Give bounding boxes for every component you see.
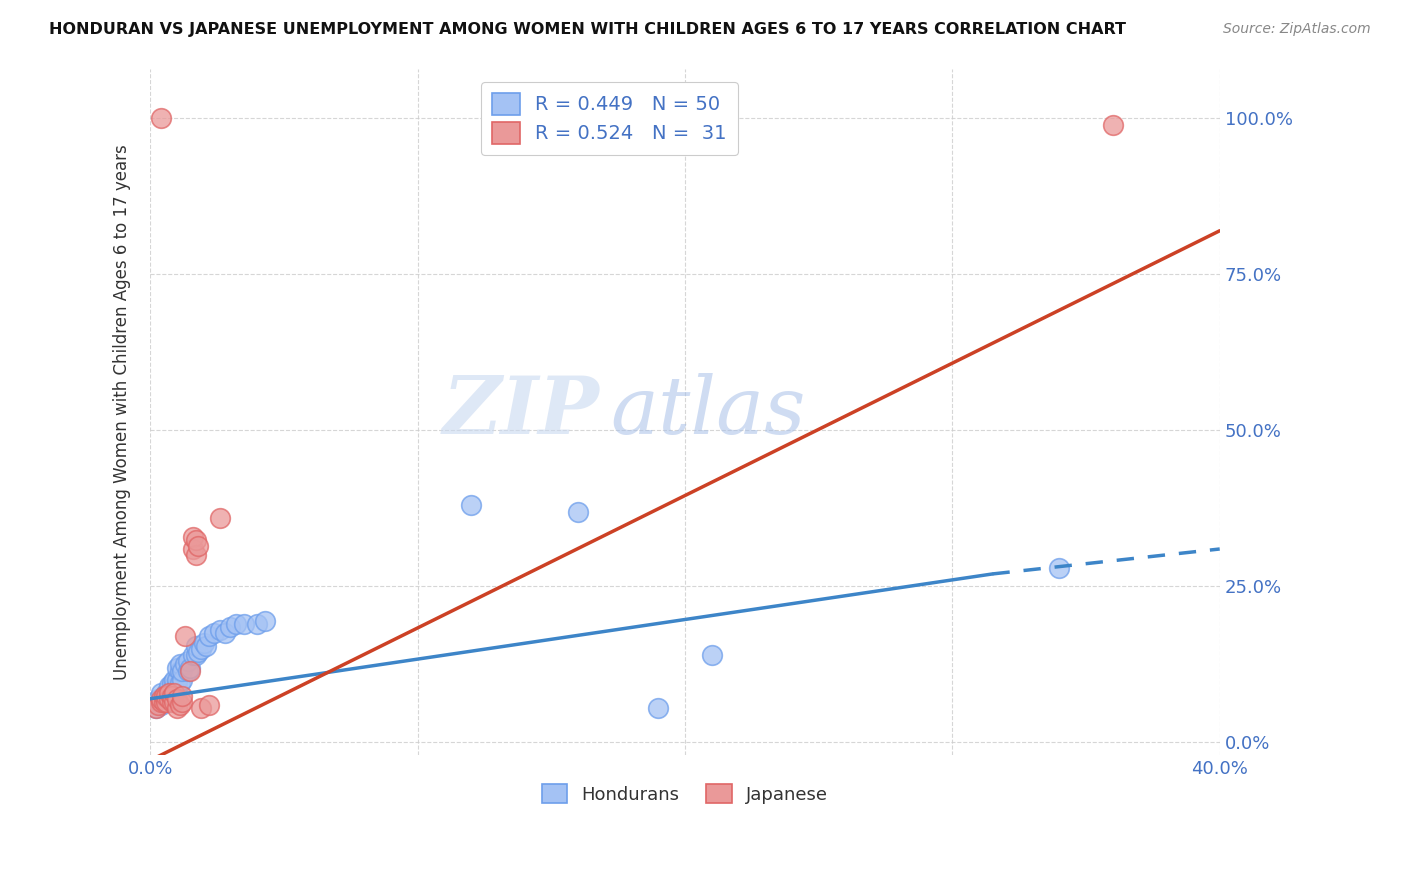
Point: [198, 698, 221, 712]
Point: [145, 701, 167, 715]
Point: [169, 657, 191, 672]
Point: [157, 691, 180, 706]
Point: [166, 660, 188, 674]
Point: [174, 629, 197, 643]
Point: [179, 660, 201, 674]
Point: [149, 695, 172, 709]
Point: [190, 701, 212, 715]
Point: [169, 664, 191, 678]
Point: [169, 698, 191, 712]
Point: [174, 657, 197, 672]
Point: [163, 685, 186, 699]
Point: [184, 533, 207, 547]
Point: [1101, 118, 1123, 132]
Point: [160, 695, 183, 709]
Point: [155, 691, 177, 706]
Point: [232, 616, 254, 631]
Point: [152, 689, 174, 703]
Point: [160, 676, 183, 690]
Point: [181, 541, 204, 556]
Point: [214, 626, 236, 640]
Text: HONDURAN VS JAPANESE UNEMPLOYMENT AMONG WOMEN WITH CHILDREN AGES 6 TO 17 YEARS C: HONDURAN VS JAPANESE UNEMPLOYMENT AMONG …: [49, 22, 1126, 37]
Point: [208, 623, 231, 637]
Point: [184, 548, 207, 562]
Point: [219, 620, 242, 634]
Point: [193, 635, 215, 649]
Point: [202, 626, 225, 640]
Point: [148, 691, 170, 706]
Point: [172, 673, 194, 687]
Point: [149, 685, 172, 699]
Point: [181, 648, 204, 662]
Point: [152, 689, 174, 703]
Point: [163, 673, 186, 687]
Point: [166, 673, 188, 687]
Point: [179, 664, 201, 678]
Point: [169, 676, 191, 690]
Point: [225, 616, 247, 631]
Point: [163, 682, 186, 697]
Point: [152, 695, 174, 709]
Point: [160, 685, 183, 699]
Point: [157, 695, 180, 709]
Text: ZIP: ZIP: [443, 373, 599, 450]
Point: [166, 701, 188, 715]
Point: [176, 654, 198, 668]
Point: [152, 695, 174, 709]
Point: [181, 529, 204, 543]
Point: [187, 539, 209, 553]
Point: [1047, 560, 1070, 574]
Point: [700, 648, 723, 662]
Point: [163, 679, 186, 693]
Point: [163, 695, 186, 709]
Point: [254, 614, 277, 628]
Point: [148, 698, 170, 712]
Point: [155, 695, 177, 709]
Point: [208, 510, 231, 524]
Text: Source: ZipAtlas.com: Source: ZipAtlas.com: [1223, 22, 1371, 37]
Point: [567, 504, 589, 518]
Point: [172, 664, 194, 678]
Y-axis label: Unemployment Among Women with Children Ages 6 to 17 years: Unemployment Among Women with Children A…: [114, 144, 131, 680]
Point: [198, 629, 221, 643]
Point: [172, 689, 194, 703]
Point: [157, 679, 180, 693]
Point: [155, 689, 177, 703]
Point: [172, 695, 194, 709]
Point: [187, 645, 209, 659]
Text: atlas: atlas: [610, 373, 806, 450]
Point: [160, 689, 183, 703]
Point: [145, 701, 167, 715]
Point: [160, 689, 183, 703]
Point: [647, 701, 669, 715]
Point: [184, 639, 207, 653]
Point: [176, 664, 198, 678]
Point: [166, 679, 188, 693]
Point: [184, 648, 207, 662]
Point: [460, 498, 482, 512]
Point: [149, 698, 172, 712]
Point: [166, 691, 188, 706]
Point: [155, 685, 177, 699]
Point: [190, 641, 212, 656]
Point: [195, 639, 218, 653]
Point: [157, 682, 180, 697]
Point: [157, 685, 180, 699]
Point: [246, 616, 269, 631]
Point: [149, 691, 172, 706]
Legend: Hondurans, Japanese: Hondurans, Japanese: [531, 773, 839, 814]
Point: [149, 112, 172, 126]
